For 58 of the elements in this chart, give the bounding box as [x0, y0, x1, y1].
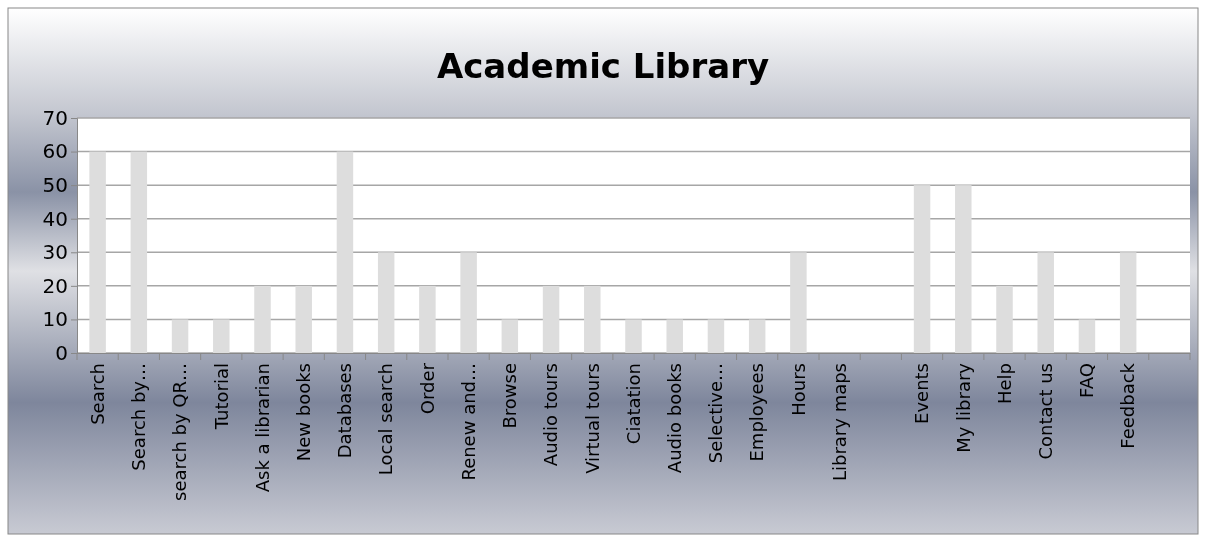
y-tick-label: 40: [42, 206, 68, 231]
bar: [955, 185, 972, 353]
bar: [295, 285, 312, 353]
x-tick-label: search by QR…: [169, 363, 191, 501]
y-tick-label: 70: [42, 105, 68, 130]
bar: [542, 285, 560, 353]
bar: [707, 319, 725, 353]
bar: [1119, 252, 1137, 353]
x-tick-label: Tutorial: [210, 363, 232, 431]
x-tick-label: Help: [993, 363, 1015, 405]
y-tick-label: 50: [42, 173, 68, 198]
x-tick-label: Databases: [334, 363, 356, 459]
y-tick-label: 10: [42, 307, 68, 332]
x-tick-label: Feedback: [1117, 362, 1139, 449]
bar: [501, 319, 519, 353]
bar: [996, 285, 1013, 353]
bar: [790, 252, 807, 353]
y-tick-label: 0: [55, 340, 68, 365]
x-tick-label: My library: [952, 362, 974, 453]
bar: [171, 319, 189, 353]
bar: [666, 319, 683, 353]
y-tick-label: 20: [42, 273, 68, 298]
x-tick-label: Search: [86, 363, 108, 425]
x-tick-label: New books: [293, 363, 315, 462]
x-tick-label: Local search: [375, 363, 397, 476]
x-tick-label: Hours: [787, 363, 809, 416]
bar: [254, 285, 271, 353]
y-tick-label: 30: [42, 240, 68, 265]
x-tick-label: Selective…: [705, 363, 727, 464]
bar: [1078, 319, 1096, 353]
x-tick-label: Contact us: [1035, 363, 1057, 460]
x-tick-label: Ciatation: [622, 363, 644, 445]
x-tick-label: Library maps: [828, 363, 850, 482]
bar: [213, 319, 230, 353]
x-tick-label: Audio books: [664, 363, 686, 474]
y-tick-label: 60: [42, 139, 68, 164]
x-tick-label: Audio tours: [540, 363, 562, 467]
bar: [584, 285, 601, 353]
x-tick-label: FAQ: [1076, 363, 1098, 398]
x-tick-label: Search by…: [128, 363, 150, 471]
x-tick-label: Employees: [746, 363, 768, 462]
bar: [377, 252, 395, 353]
bar: [913, 185, 931, 353]
x-tick-label: Virtual tours: [581, 363, 603, 474]
chart-title: Academic Library: [436, 46, 770, 86]
bar: [336, 151, 354, 353]
bar: [130, 151, 148, 353]
x-tick-label: Events: [911, 363, 933, 424]
bar: [419, 285, 436, 353]
x-tick-label: Browse: [499, 363, 521, 429]
bar: [460, 252, 477, 353]
x-tick-label: Ask a librarian: [251, 363, 273, 493]
bar: [625, 319, 642, 353]
bar: [89, 151, 106, 353]
x-tick-label: Renew and…: [457, 363, 479, 481]
bar: [1037, 252, 1054, 353]
bar: [748, 319, 766, 353]
x-tick-label: Order: [416, 362, 438, 415]
